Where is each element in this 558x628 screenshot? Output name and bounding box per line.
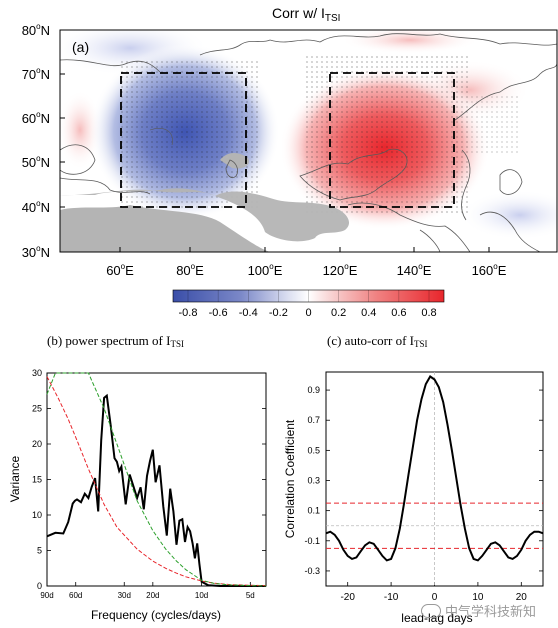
panel-a-correlation-map: Corr w/ ITSI: [22, 5, 558, 319]
y-tick-label: 0.5: [307, 445, 320, 455]
lat-tick-label: 40oN: [22, 199, 50, 215]
y-tick-label: 25: [32, 404, 42, 414]
significance-stippling-east: [305, 55, 470, 215]
lat-tick-label: 70oN: [22, 66, 50, 82]
panel-b-ylabel: Variance: [8, 455, 22, 502]
wechat-logo-icon: [421, 603, 441, 618]
panel-c-ylabel: Correlation Coefficient: [283, 419, 297, 538]
colorbar-tick-label: -0.6: [209, 307, 228, 319]
autocorr-line: [325, 375, 544, 562]
y-tick-label: -0.3: [304, 566, 320, 576]
longitude-axis: 60oE 80oE 100oE 120oE 140oE 160oE: [106, 247, 507, 278]
x-tick-label: 5d: [246, 591, 255, 600]
y-tick-label: 5: [37, 546, 42, 556]
lat-tick-label: 60oN: [22, 110, 50, 126]
colorbar-tick-label: 0.2: [331, 307, 346, 319]
y-tick-label: 30: [32, 368, 42, 378]
y-tick-label: 0.1: [307, 506, 320, 516]
colorbar-tick-label: 0.4: [361, 307, 376, 319]
spectrum-line: [46, 393, 266, 587]
x-tick-label: 0: [432, 592, 438, 603]
border-outline: [299, 148, 408, 201]
colorbar-tick-label: -0.8: [179, 307, 198, 319]
x-tick-label: 30d: [118, 591, 131, 600]
y-tick-label: 10: [32, 510, 42, 520]
red-noise-line: [46, 376, 267, 587]
y-tick-label: -0.1: [304, 536, 320, 546]
missing-data-south: [60, 205, 270, 252]
map-frame: [59, 29, 558, 253]
y-tick-label: 0.3: [307, 476, 320, 486]
panel-a-title: Corr w/ ITSI: [272, 5, 340, 24]
lat-tick-label: 50oN: [22, 154, 50, 170]
colorbar-tick-label: 0.6: [391, 307, 406, 319]
lon-tick-label: 140oE: [397, 262, 432, 278]
lat-tick-label: 30oN: [22, 244, 50, 260]
watermark-text: 中气学科技新知: [445, 605, 537, 620]
lon-tick-label: 60oE: [106, 262, 134, 278]
panel-a-label: (a): [72, 39, 89, 55]
x-tick-label: -10: [384, 592, 399, 603]
lon-tick-label: 100oE: [248, 262, 283, 278]
y-tick-label: 15: [32, 475, 42, 485]
lake-outline: [225, 159, 238, 178]
panel-c-xlabel: lead-lag days: [401, 611, 472, 625]
y-tick-label: 0.9: [307, 385, 320, 395]
panel-b-xlabel: Frequency (cycles/days): [91, 608, 221, 622]
y-tick-label: 0: [37, 581, 42, 591]
lon-tick-label: 80oE: [176, 262, 204, 278]
lon-tick-label: 160oE: [472, 262, 507, 278]
significance-line: [46, 372, 267, 587]
x-tick-label: 20: [516, 592, 528, 603]
panel-b-power-spectrum: (b) power spectrum of ITSI 0 5 10 15 20 25 30 9…: [8, 333, 267, 622]
panel-c-title: (c) auto-corr of ITSI: [327, 333, 427, 349]
colorbar-tick-label: -0.2: [269, 307, 288, 319]
missing-data-highlands: [60, 188, 350, 242]
x-tick-label: 10: [472, 592, 484, 603]
y-tick-label: 0.7: [307, 415, 320, 425]
colorbar-tick-label: 0.8: [421, 307, 436, 319]
panel-c-autocorrelation: (c) auto-corr of ITSI -0.3 -0.1 0.1 0.3 0.5 0…: [283, 333, 544, 625]
y-tick-label: 20: [32, 439, 42, 449]
watermark: 中气学科技新知: [421, 601, 536, 620]
panel-b-title: (b) power spectrum of ITSI: [47, 333, 184, 349]
x-tick-label: 10d: [195, 591, 208, 600]
correlation-field: [60, 30, 557, 252]
lon-tick-label: 120oE: [323, 262, 358, 278]
colorbar: -0.8 -0.6 -0.4 -0.2 0 0.2 0.4 0.6 0.8: [172, 289, 445, 319]
x-tick-label: 20d: [146, 591, 159, 600]
x-tick-label: 90d: [40, 591, 53, 600]
colorbar-tick-label: -0.4: [239, 307, 258, 319]
colorbar-tick-label: 0: [305, 307, 311, 319]
x-tick-label: -20: [340, 592, 355, 603]
x-tick-label: 60d: [69, 591, 82, 600]
significance-stippling-west: [120, 60, 260, 210]
lat-tick-label: 80oN: [22, 22, 50, 38]
east-index-box: [329, 72, 455, 208]
latitude-axis: 80oN 70oN 60oN 50oN 40oN 30oN: [22, 22, 65, 260]
